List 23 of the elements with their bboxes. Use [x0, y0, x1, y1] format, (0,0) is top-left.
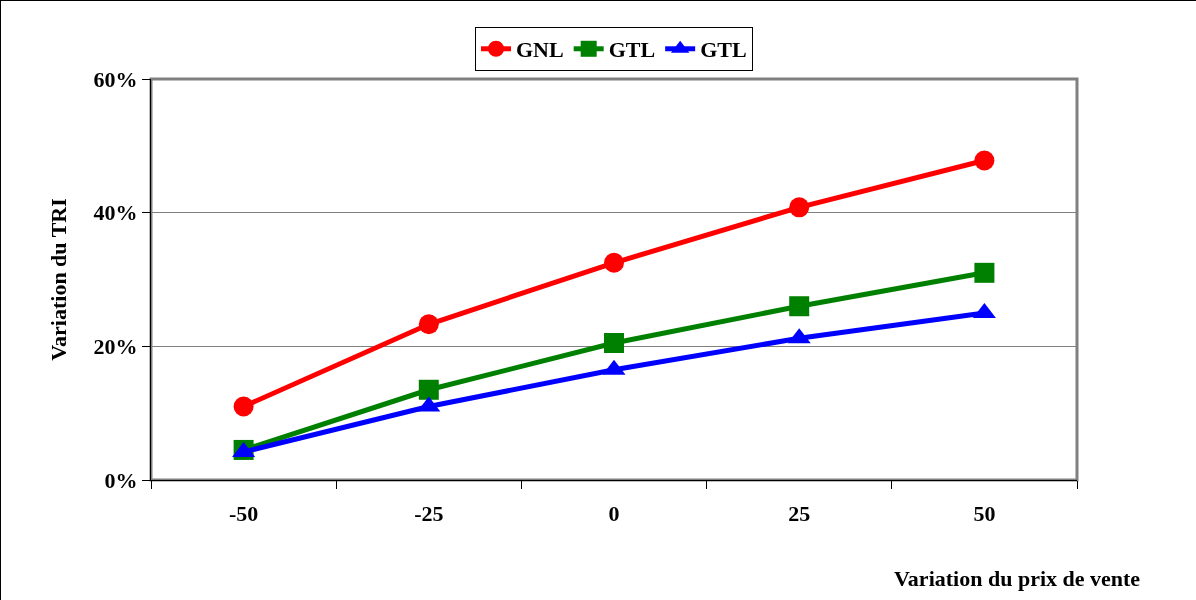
x-tick-label: -25: [414, 501, 444, 527]
y-tick-label: 60%: [93, 66, 138, 92]
y-tick-label: 40%: [93, 200, 138, 226]
point: [604, 332, 624, 353]
y-axis-title: Variation du TRI: [46, 198, 72, 361]
x-axis-title: Variation du prix de vente: [894, 566, 1141, 591]
legend-label: GNL: [516, 37, 564, 63]
y-tick-label: 0%: [104, 467, 138, 493]
x-tick-label: 25: [788, 501, 811, 527]
point: [233, 396, 254, 417]
legend-label: GTL: [608, 37, 656, 63]
legend-label: GTL: [700, 37, 747, 63]
y-tick-label: 20%: [93, 334, 138, 360]
point: [974, 262, 995, 283]
point: [789, 197, 810, 218]
point: [418, 379, 439, 400]
point: [789, 296, 810, 317]
x-tick-label: -50: [228, 501, 259, 527]
point: [604, 252, 624, 273]
x-tick-label: 0: [608, 501, 620, 527]
point: [974, 150, 995, 171]
point: [418, 314, 439, 335]
x-tick-label: 50: [973, 501, 996, 527]
